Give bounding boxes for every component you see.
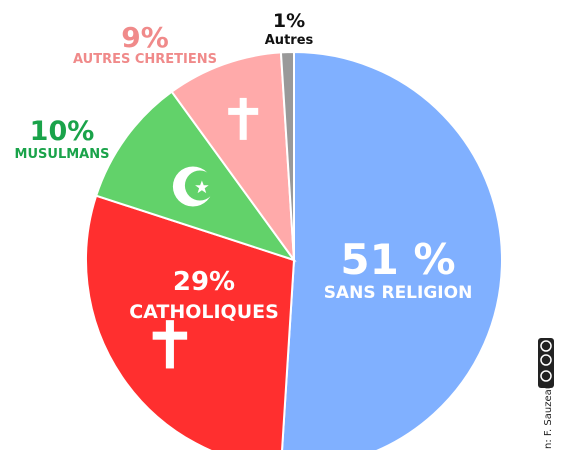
slice-pct-sans-religion: 51 % (340, 235, 455, 284)
slice-pct-musulmans: 10% (30, 116, 95, 147)
slice-label-catholiques: CATHOLIQUES (129, 301, 279, 323)
credit-text: n: F. Sauzeau (543, 383, 554, 449)
pie-slice-sans-religion (281, 50, 503, 450)
slice-pct-autres-chretiens: 9% (121, 21, 169, 54)
pie-slice-autres (279, 50, 295, 261)
slice-label-sans-religion: SANS RELIGION (324, 283, 473, 303)
slice-label-autres: Autres (265, 33, 314, 48)
pie-slices (85, 50, 503, 450)
slice-label-autres-chretiens: AUTRES CHRETIENS (73, 52, 217, 67)
slice-pct-catholiques: 29% (173, 267, 235, 297)
cross-icon (228, 97, 259, 140)
crescent-star-icon (172, 166, 215, 207)
cross-icon (152, 320, 188, 369)
slice-pct-autres: 1% (273, 10, 305, 32)
slice-label-musulmans: MUSULMANS (15, 147, 110, 162)
pie-icons (152, 97, 259, 369)
credit: n: F. Sauzeau (538, 338, 554, 449)
creative-commons-icon (538, 338, 554, 388)
pie-slice-autres-chretiens (170, 51, 296, 264)
pie-slice-catholiques (85, 194, 296, 450)
